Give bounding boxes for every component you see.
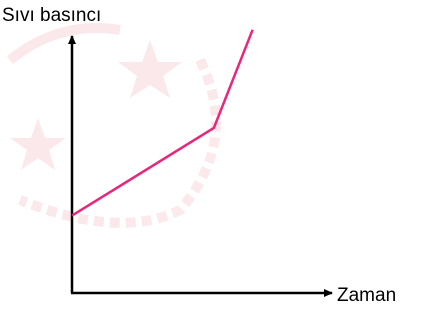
- watermark: [10, 28, 216, 223]
- watermark-star: [10, 118, 66, 170]
- x-axis-label: Zaman: [337, 285, 396, 306]
- y-axis-label: Sıvı basıncı: [2, 5, 101, 26]
- data-line: [72, 30, 253, 216]
- chart: Sıvı basıncı Zaman: [0, 0, 436, 311]
- page: Sıvı basıncı Zaman (() => { const data =…: [0, 0, 436, 311]
- watermark-star: [118, 40, 182, 98]
- watermark-arc: [10, 28, 120, 60]
